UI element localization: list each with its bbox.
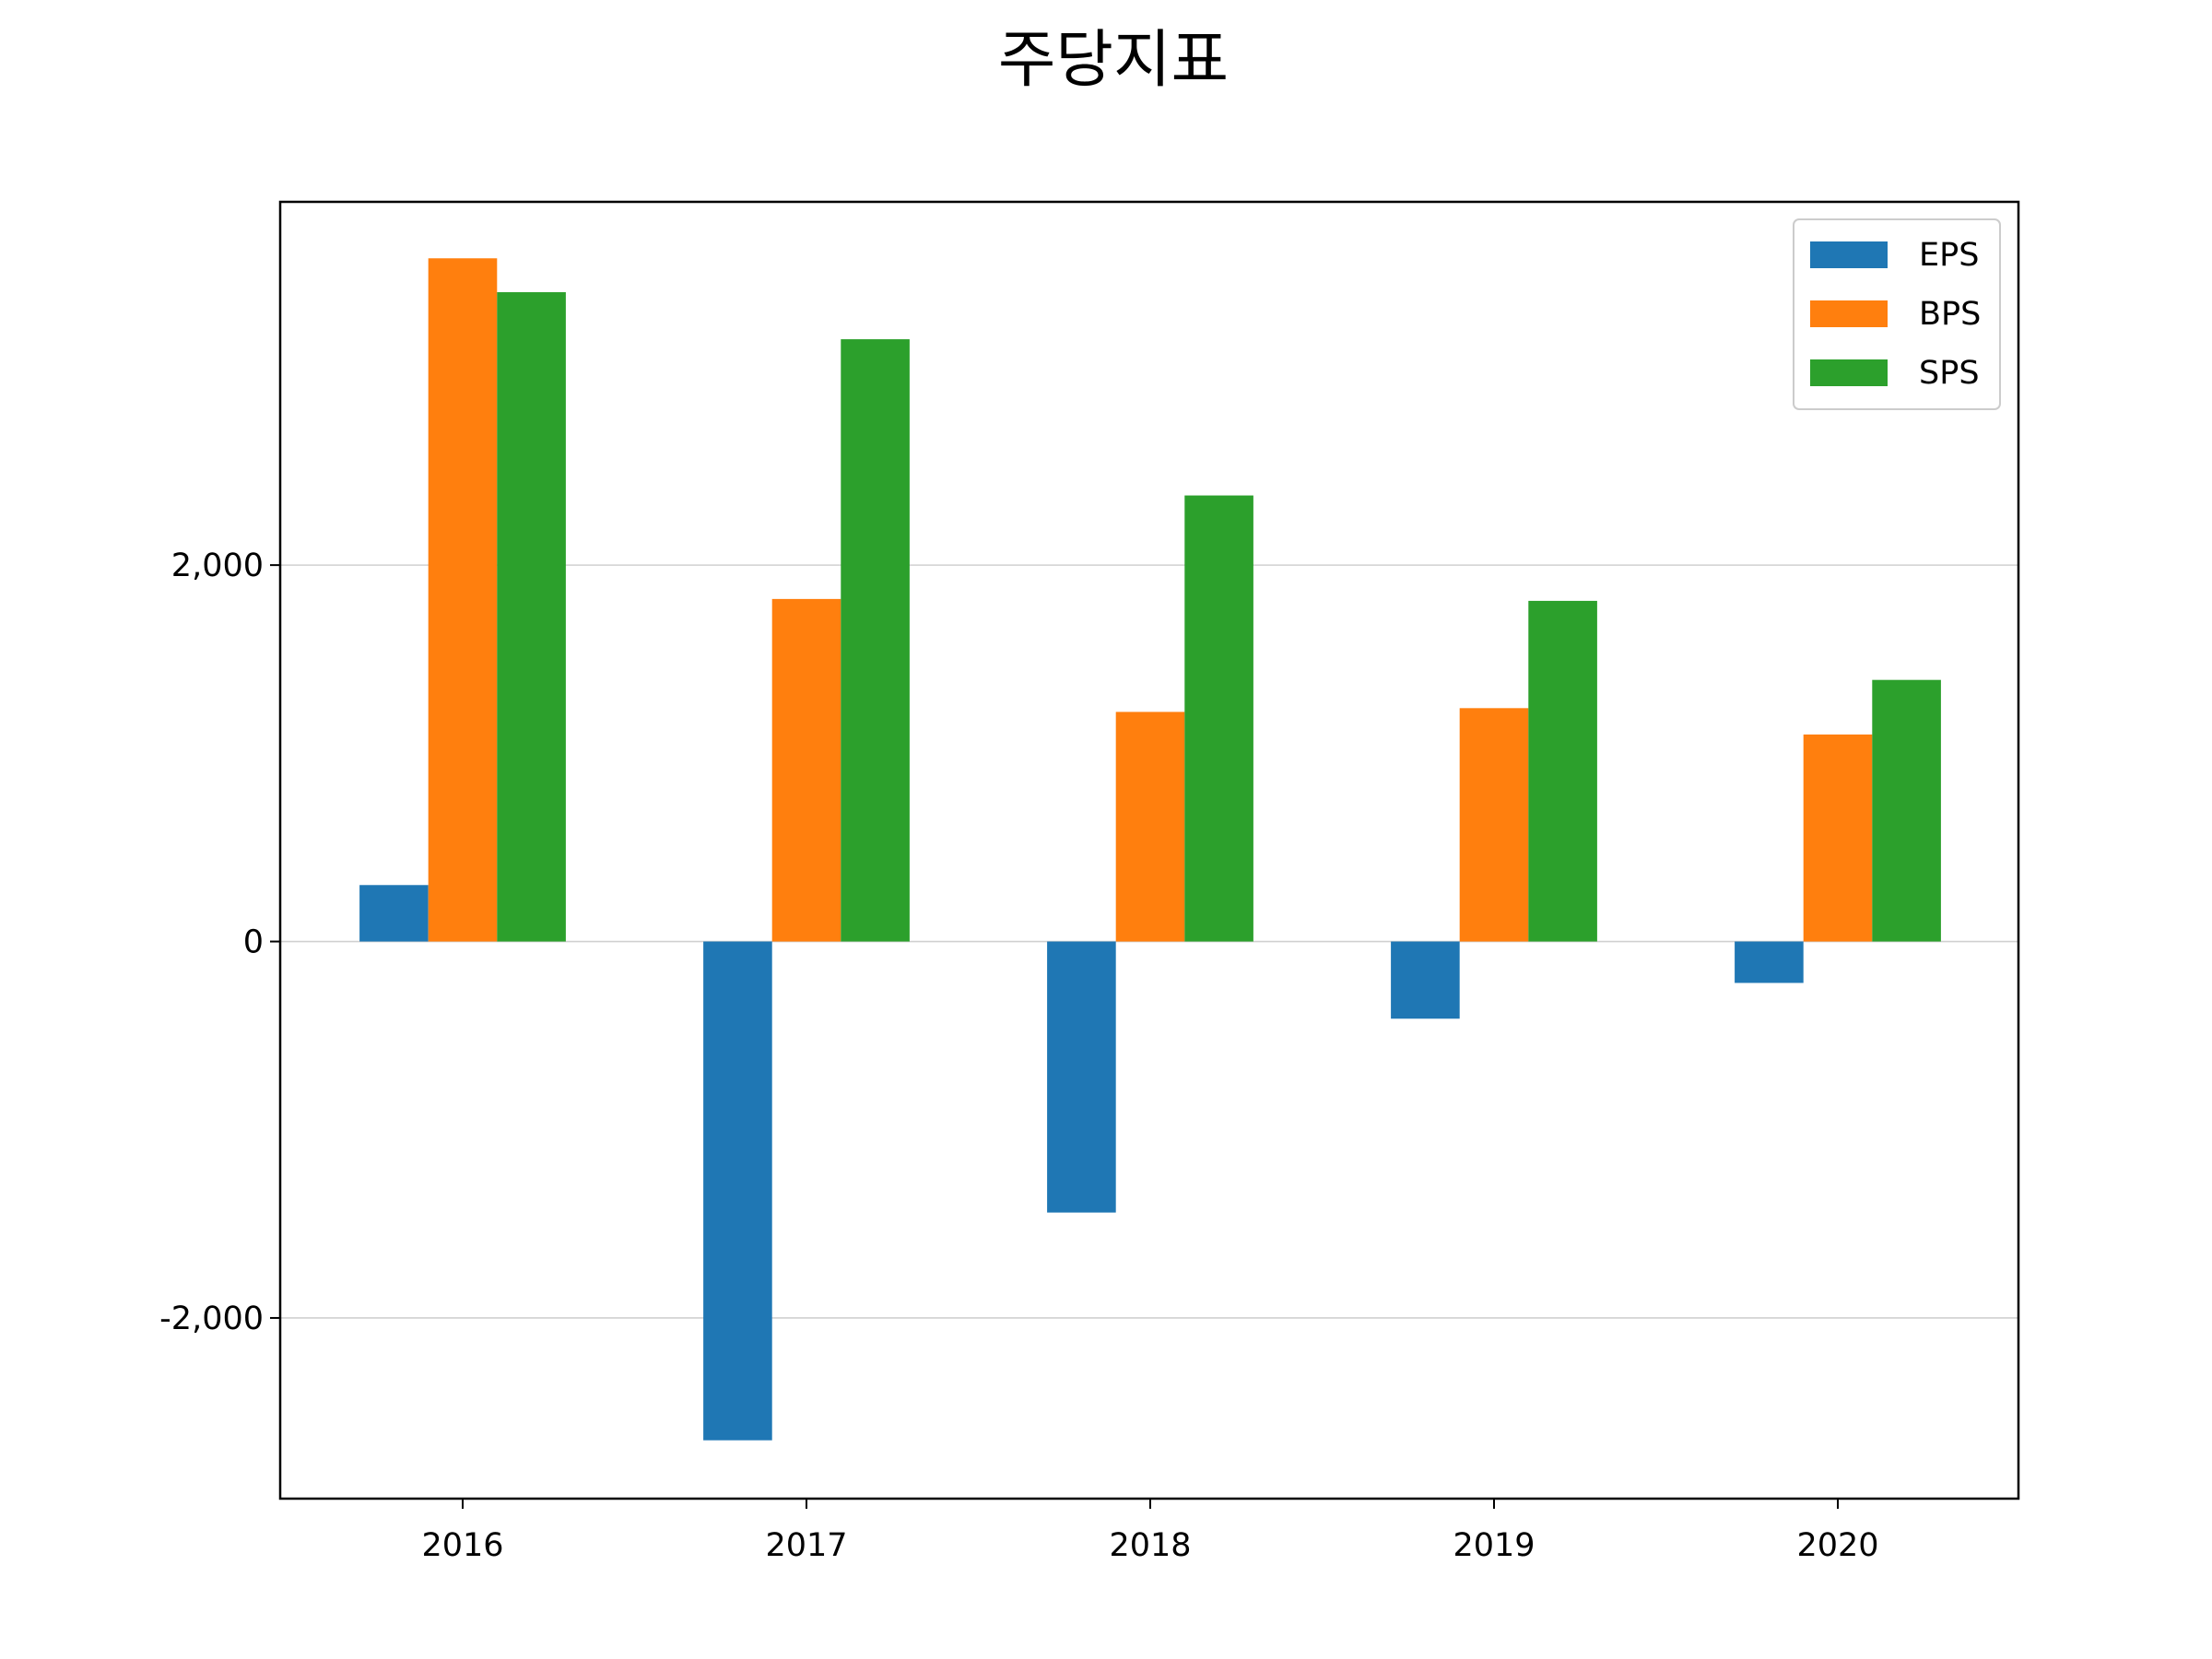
legend: EPS BPS SPS [1793, 218, 2001, 410]
bars [359, 258, 1941, 1441]
legend-label-eps: EPS [1919, 237, 1979, 274]
x-tick-label: 2016 [421, 1527, 503, 1564]
bar-sps-2016 [497, 292, 566, 942]
x-tick-label: 2019 [1453, 1527, 1535, 1564]
legend-label-bps: BPS [1919, 296, 1981, 333]
bar-sps-2019 [1528, 600, 1597, 942]
bar-bps-2020 [1803, 734, 1873, 942]
x-axis: 2016 2017 2018 2019 2020 [421, 1499, 1879, 1564]
legend-swatch-bps [1810, 300, 1888, 327]
x-tick-label: 2017 [765, 1527, 847, 1564]
bar-eps-2017 [703, 941, 772, 1441]
chart-title: 주당지표 [998, 24, 1229, 97]
bar-bps-2018 [1115, 712, 1185, 942]
bar-sps-2017 [841, 339, 910, 942]
legend-swatch-eps [1810, 241, 1888, 268]
y-tick-label: -2,000 [159, 1300, 264, 1337]
bar-eps-2019 [1391, 941, 1460, 1019]
y-tick-label: 2,000 [171, 547, 264, 584]
legend-label-sps: SPS [1919, 355, 1980, 392]
x-tick-label: 2020 [1796, 1527, 1878, 1564]
bar-bps-2019 [1459, 708, 1529, 942]
bar-bps-2016 [428, 258, 498, 942]
legend-swatch-sps [1810, 359, 1888, 386]
bar-sps-2020 [1872, 679, 1941, 942]
bar-eps-2018 [1047, 941, 1116, 1213]
bar-eps-2020 [1735, 941, 1804, 983]
y-tick-label: 0 [243, 924, 264, 961]
bar-eps-2016 [359, 885, 429, 942]
x-tick-label: 2018 [1109, 1527, 1191, 1564]
bar-sps-2018 [1184, 495, 1253, 942]
y-axis: -2,000 0 2,000 [159, 547, 280, 1337]
bar-bps-2017 [771, 598, 841, 942]
